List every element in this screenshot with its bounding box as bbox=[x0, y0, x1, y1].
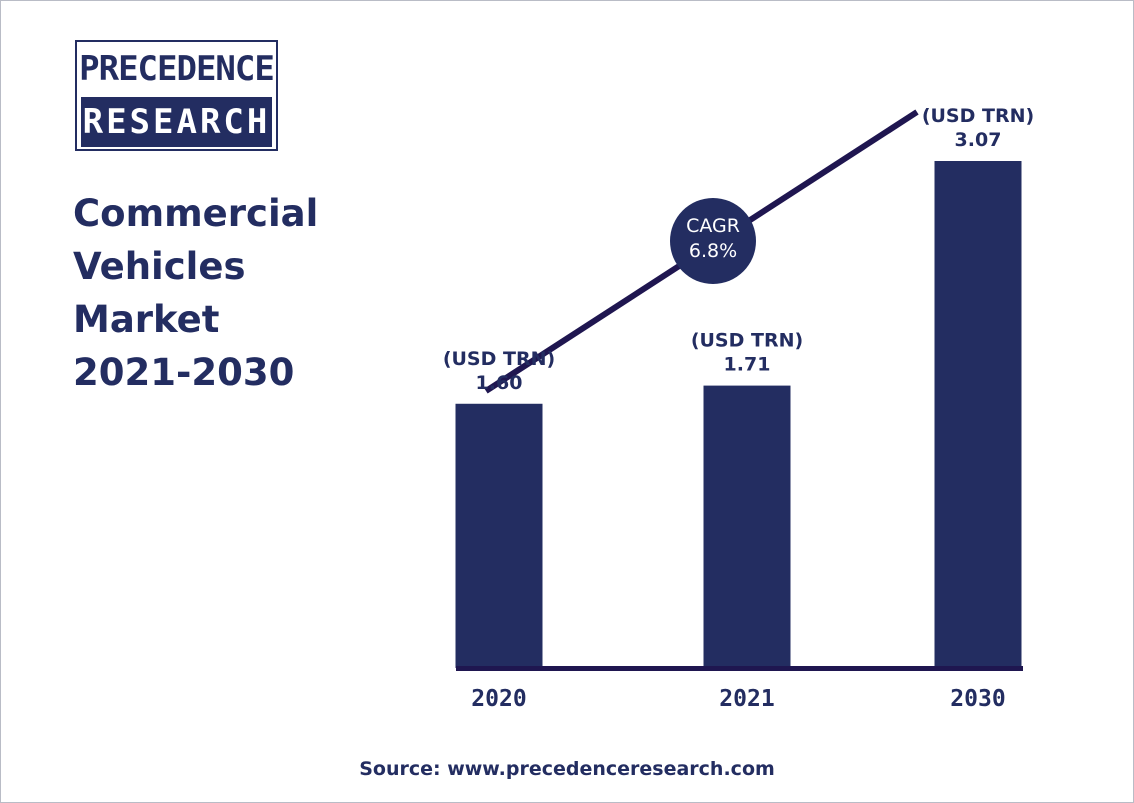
value-unit-label-2020: (USD TRN) bbox=[443, 348, 555, 370]
title-line-3: Market bbox=[73, 298, 220, 341]
x-tick-label-2030: 2030 bbox=[950, 686, 1005, 712]
value-label-2021: 1.71 bbox=[724, 354, 771, 376]
cagr-label: CAGR bbox=[686, 215, 740, 237]
logo-line-2: RESEARCH bbox=[81, 97, 272, 147]
value-unit-label-2021: (USD TRN) bbox=[691, 330, 803, 352]
cagr-value: 6.8% bbox=[689, 240, 737, 262]
precedence-research-logo: PRECEDENCE RESEARCH bbox=[75, 40, 278, 151]
chart-title: Commercial Vehicles Market 2021-2030 bbox=[73, 187, 373, 399]
logo-line-1: PRECEDENCE bbox=[79, 48, 275, 89]
title-line-2: Vehicles bbox=[73, 245, 246, 288]
title-line-4: 2021-2030 bbox=[73, 351, 295, 394]
title-line-1: Commercial bbox=[73, 192, 319, 235]
value-label-2020: 1.60 bbox=[476, 372, 523, 394]
bar-2030 bbox=[934, 161, 1022, 668]
bar-2021 bbox=[703, 385, 791, 668]
x-tick-label-2020: 2020 bbox=[471, 686, 526, 712]
value-unit-label-2030: (USD TRN) bbox=[922, 105, 1034, 127]
bar-2020 bbox=[455, 403, 543, 668]
source-note: Source: www.precedenceresearch.com bbox=[359, 758, 775, 780]
x-axis-line bbox=[456, 666, 1023, 671]
value-label-2030: 3.07 bbox=[955, 129, 1002, 151]
x-tick-label-2021: 2021 bbox=[719, 686, 774, 712]
cagr-circle bbox=[670, 198, 756, 284]
